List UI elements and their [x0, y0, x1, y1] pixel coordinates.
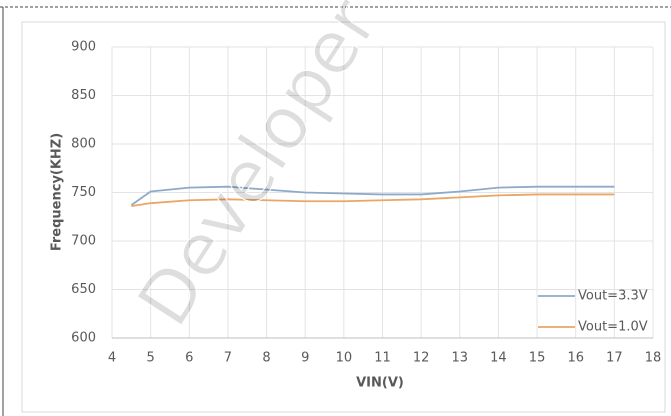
x-tick-label: 9 [301, 351, 309, 366]
y-axis-label: Frequency(KHZ) [50, 133, 65, 251]
x-tick-label: 11 [374, 351, 391, 366]
x-tick-label: 17 [606, 351, 623, 366]
y-tick-label: 800 [71, 137, 96, 152]
x-tick-label: 12 [413, 351, 430, 366]
y-tick-label: 900 [71, 40, 96, 55]
series-line [130, 185, 615, 206]
x-tick-label: 16 [567, 351, 584, 366]
x-tick-label: 14 [490, 351, 507, 366]
x-tick-label: 18 [645, 351, 662, 366]
x-tick-label: 4 [108, 351, 116, 366]
y-tick-label: 850 [71, 88, 96, 103]
y-tick-label: 650 [71, 282, 96, 297]
x-tick-label: 5 [147, 351, 155, 366]
x-tick-label: 10 [336, 351, 353, 366]
x-tick-label: 13 [452, 351, 469, 366]
x-axis-label: VIN(V) [356, 376, 404, 391]
legend-label: Vout=3.3V [578, 289, 648, 304]
x-tick-label: 8 [262, 351, 270, 366]
series-line [131, 193, 615, 207]
y-tick-label: 750 [71, 185, 96, 200]
x-tick-label: 15 [529, 351, 546, 366]
x-tick-label: 7 [224, 351, 232, 366]
x-tick-label: 6 [185, 351, 193, 366]
y-tick-label: 700 [71, 234, 96, 249]
legend-label: Vout=1.0V [578, 320, 648, 335]
chart-border [21, 21, 666, 413]
y-tick-label: 600 [71, 331, 96, 346]
